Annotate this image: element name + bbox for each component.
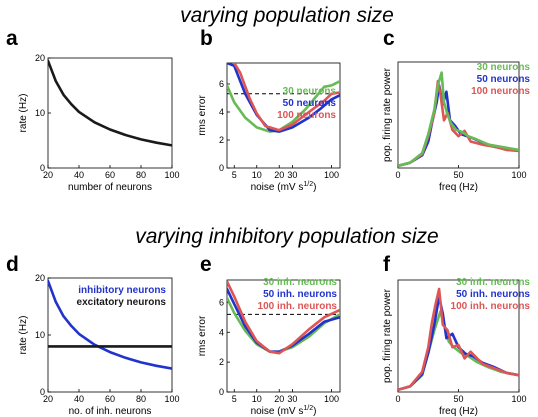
legend-entry: 100 neurons [471,86,530,97]
legend-entry: 50 neurons [283,98,337,109]
x-tick-label: 5 [232,170,237,180]
x-tick-label: 100 [324,394,339,404]
x-axis-label: freq (Hz) [439,182,478,193]
y-axis-label: rate (Hz) [18,316,29,355]
section-title-top: varying population size [180,4,394,27]
panel-letter-f: f [383,253,391,276]
x-axis-label: noise (mV s1/2) [251,181,317,193]
legend-entry: 30 neurons [283,86,337,97]
series-group [48,279,172,370]
x-tick-label: 20 [274,394,284,404]
legend-entry: 50 inh. neurons [263,289,337,300]
series-line-red [232,63,340,132]
x-tick-label: 20 [43,170,53,180]
x-tick-label: 30 [287,394,297,404]
x-tick-label: 60 [105,394,115,404]
legend-entry: 30 inh. neurons [456,277,530,288]
x-tick-label: 80 [136,394,146,404]
axes-frame [226,279,341,393]
y-tick-label: 0 [219,163,224,173]
x-tick-label: 100 [324,170,339,180]
series-line-blue [398,84,519,168]
series-line-red [398,287,519,392]
legend-entry: 50 neurons [477,74,531,85]
series-line-red [227,280,340,355]
series-line-blue [227,63,340,133]
y-tick-label: 4 [219,107,224,117]
series-group [48,59,172,147]
x-tick-label: 50 [453,394,463,404]
x-tick-label: 60 [105,170,115,180]
y-tick-label: 10 [35,330,45,340]
panel-letter-a: a [6,27,18,50]
x-axis-label: noise (mV s1/2) [251,405,317,417]
legend-entry: inhibitory neurons [78,285,166,296]
legend-entry: 50 inh. neurons [456,289,530,300]
panel-b: b 5 10 20 30 100 0 2 4 6 noise (mV s1/2) rms error 3… [197,27,341,193]
y-tick-label: 0 [219,387,224,397]
panel-c: c 0 50 100 freq (Hz) pop. firing rate power 30… [382,27,530,193]
legend-entry: 30 neurons [477,62,531,73]
panel-f: f 0 50 100 freq (Hz) pop. firing rate power 30… [382,253,530,417]
panel-letter-d: d [6,253,19,276]
x-tick-label: 40 [74,394,84,404]
y-tick-label: 6 [219,79,224,89]
panel-a: a 20 40 60 80 100 0 10 20 number of neurons rate (… [6,27,180,193]
legend-entry: 30 inh. neurons [263,277,337,288]
series-group [227,63,340,133]
x-tick-label: 30 [287,170,297,180]
axes-frame [226,62,341,169]
y-axis-label: rms error [197,95,208,136]
y-axis-label: pop. firing rate power [382,67,393,162]
legend-entry: excitatory neurons [77,297,167,308]
axes-frame [47,57,173,169]
x-tick-label: 40 [74,170,84,180]
x-tick-label: 20 [274,170,284,180]
x-tick-label: 80 [136,170,146,180]
x-tick-label: 10 [252,394,262,404]
series-group [398,71,519,168]
legend-entry: 100 inh. neurons [258,301,338,312]
panel-letter-b: b [200,27,213,50]
y-tick-label: 4 [219,327,224,337]
x-tick-label: 100 [511,170,526,180]
x-axis-label: freq (Hz) [439,406,478,417]
series-line-blue [48,279,172,370]
legend-entry: 100 inh. neurons [451,301,531,312]
series-group [227,280,340,355]
y-tick-label: 2 [219,357,224,367]
y-axis-label: rate (Hz) [18,94,29,133]
legend-entry: 100 neurons [277,110,336,121]
section-title-bottom: varying inhibitory population size [135,225,439,248]
x-tick-label: 5 [232,394,237,404]
panel-d: d 20 40 60 80 100 0 10 20 no. of inh. neurons rate… [6,253,180,417]
x-tick-label: 0 [395,394,400,404]
x-tick-label: 100 [164,170,179,180]
y-axis-label: rms error [197,315,208,356]
x-axis-label: no. of inh. neurons [69,406,152,417]
series-line-black [48,59,172,147]
panel-letter-e: e [200,253,212,276]
x-tick-label: 10 [252,170,262,180]
series-line-green [398,71,519,168]
y-tick-label: 6 [219,297,224,307]
panel-e: e 5 10 20 30 100 0 2 4 6 noise (mV s1/2) rms error 3… [197,253,341,417]
y-tick-label: 20 [35,273,45,283]
x-tick-label: 100 [511,394,526,404]
y-tick-label: 0 [40,163,45,173]
y-tick-label: 20 [35,53,45,63]
x-axis-label: number of neurons [68,182,152,193]
x-tick-label: 100 [164,394,179,404]
series-group [398,287,519,392]
panel-letter-c: c [383,27,395,50]
x-tick-label: 20 [43,394,53,404]
y-axis-label: pop. firing rate power [382,288,393,383]
x-tick-label: 0 [395,170,400,180]
y-tick-label: 0 [40,387,45,397]
x-tick-label: 50 [453,170,463,180]
y-tick-label: 2 [219,135,224,145]
y-tick-label: 10 [35,108,45,118]
